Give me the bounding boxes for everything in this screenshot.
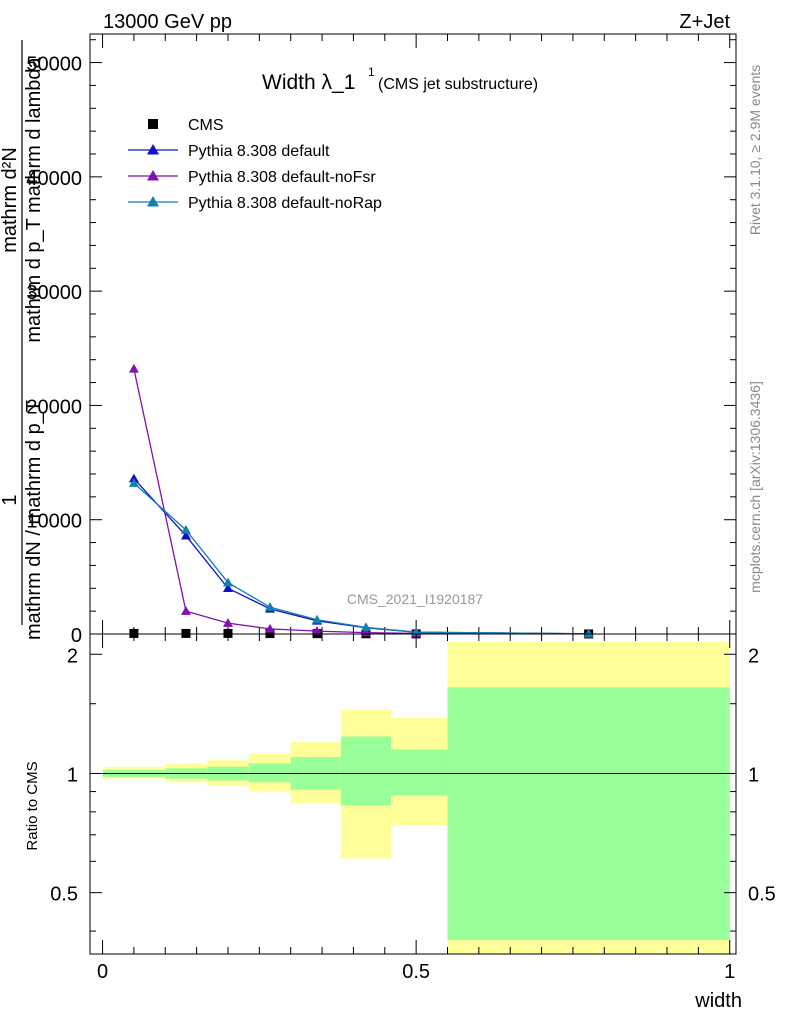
- ylabel-middle: mathrm d p_T mathrm d lambda: [23, 56, 45, 342]
- legend-label-noRap: Pythia 8.308 default-noRap: [188, 195, 382, 212]
- ratio-plot-frame: [89, 633, 737, 955]
- main-y-tick-label: 0: [71, 625, 82, 647]
- x-tick-label: 0: [97, 961, 108, 983]
- series-point-noRap: [583, 628, 594, 638]
- series-line-noFsr: [133, 368, 589, 635]
- series-point-noFsr: [180, 606, 191, 615]
- plot-title-main: Width λ_1: [262, 71, 355, 94]
- ratio-y-axis-label: Ratio to CMS: [24, 761, 41, 850]
- legend-label-default: Pythia 8.308 default: [188, 143, 330, 160]
- main-y-tick-label: 20000: [26, 396, 82, 418]
- legend-label-cms: CMS: [188, 117, 224, 134]
- main-y-tick-label: 40000: [26, 168, 82, 190]
- series-point-cms: [181, 628, 191, 638]
- series-point-noRap: [360, 622, 371, 632]
- ratio-band-inner: [391, 749, 448, 796]
- series-point-default: [222, 583, 233, 593]
- series-point-noFsr: [128, 363, 139, 373]
- analysis-watermark: CMS_2021_I1920187: [347, 591, 483, 607]
- series-point-default: [128, 473, 139, 483]
- main-y-tick-label: 30000: [26, 282, 82, 304]
- rivet-label: Rivet 3.1.10, ≥ 2.9M events: [747, 65, 763, 235]
- ratio-y-tick-label: 1: [67, 764, 78, 786]
- header-process: Z+Jet: [679, 11, 730, 33]
- ratio-band-inner: [340, 736, 392, 806]
- plot-title-sup: 1: [368, 65, 375, 79]
- main-y-tick-label: 50000: [26, 54, 82, 76]
- ratio-y-tick-label-right: 2: [748, 645, 759, 667]
- legend-marker-noFsr: [147, 170, 159, 181]
- series-point-noRap: [265, 602, 276, 611]
- x-tick-label: 1: [724, 961, 735, 983]
- legend-marker-default: [147, 144, 159, 155]
- ratio-band-inner: [248, 763, 291, 783]
- ratio-y-tick-label-right: 1: [748, 764, 759, 786]
- series-point-noFsr: [312, 626, 323, 635]
- series-point-noRap: [180, 525, 191, 534]
- main-axis-ticks: 0 10000 20000 30000 40000 50000: [26, 34, 736, 647]
- main-plot-frame: [89, 33, 737, 635]
- series-line-default: [133, 478, 589, 635]
- series-point-noRap: [222, 577, 233, 587]
- ylabel-denominator: mathrm dN / mathrm d p_T: [23, 400, 45, 640]
- series-point-cms: [129, 628, 139, 638]
- plot-title: Width λ_1 1 (CMS jet substructure): [262, 65, 538, 94]
- legend-label-noFsr: Pythia 8.308 default-noFsr: [188, 169, 376, 186]
- plot-title-sub: (CMS jet substructure): [378, 76, 538, 93]
- series-point-noFsr: [222, 618, 233, 627]
- series-line-noRap: [133, 482, 589, 635]
- legend: CMS Pythia 8.308 default Pythia 8.308 defa…: [128, 117, 382, 212]
- mcplots-label: mcplots.cern.ch [arXiv:1306.3436]: [747, 381, 763, 593]
- x-axis-label: width: [694, 990, 742, 1012]
- ratio-y-tick-label: 0.5: [50, 884, 78, 906]
- series-point-noRap: [312, 614, 323, 624]
- legend-marker-noRap: [147, 196, 159, 207]
- ylabel-numerator: mathrm d²N: [0, 147, 21, 253]
- ratio-axis-ticks: 0.5 0.5 1 1 2 2 0 0.5 1: [50, 634, 776, 983]
- x-tick-label: 0.5: [402, 961, 430, 983]
- series-point-noRap: [128, 478, 139, 487]
- header-energy: 13000 GeV pp: [103, 11, 232, 33]
- series-point-cms: [223, 628, 233, 638]
- ratio-y-tick-label: 2: [67, 645, 78, 667]
- series-point-noFsr: [265, 623, 276, 633]
- series-point-default: [180, 530, 191, 540]
- ratio-bands: [102, 641, 730, 954]
- ratio-y-tick-label-right: 0.5: [748, 884, 776, 906]
- main-y-axis-label: 1 mathrm dN / mathrm d p_T mathrm d²N ma…: [0, 40, 45, 640]
- main-y-tick-label: 10000: [26, 511, 82, 533]
- ratio-band-inner: [447, 687, 730, 940]
- ylabel-one: 1: [0, 494, 21, 505]
- legend-marker-cms: [148, 119, 158, 129]
